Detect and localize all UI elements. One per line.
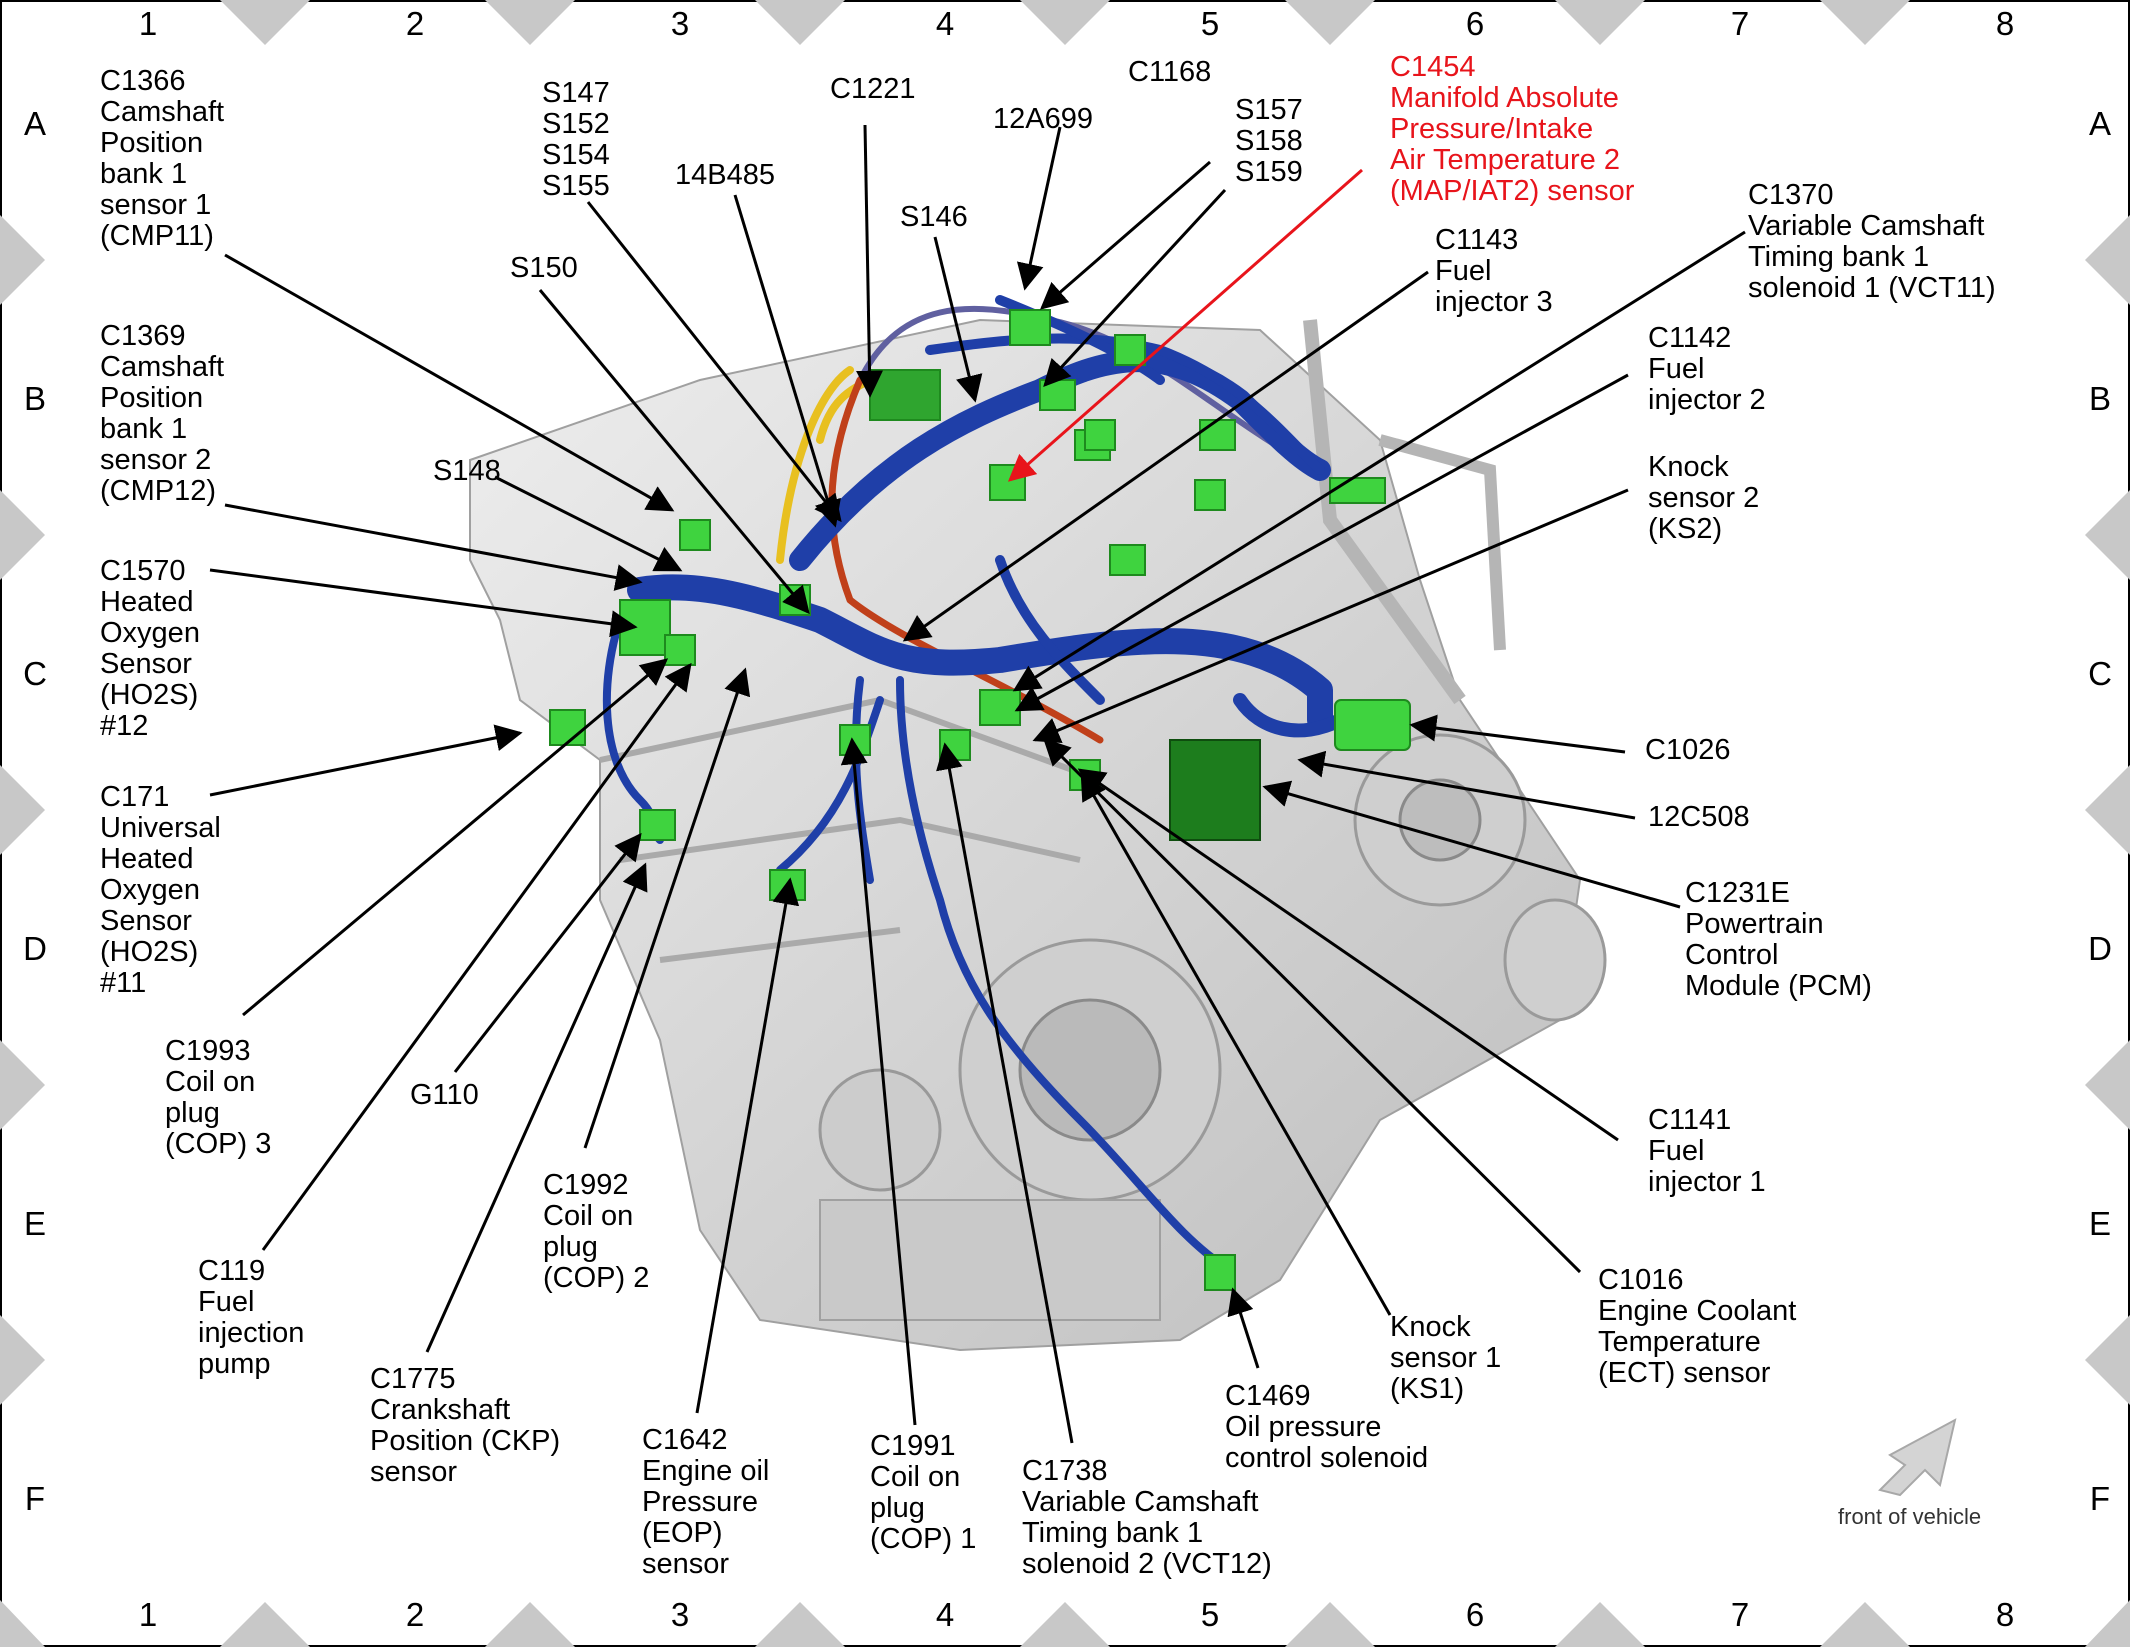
engine-illustration [469,318,1607,1352]
callout-c1016: C1016 Engine Coolant Temperature (ECT) s… [1598,1264,1797,1389]
grid-row-c: C [23,655,47,692]
callout-c1570: C1570 Heated Oxygen Sensor (HO2S) #12 [100,555,200,742]
grid-row-e: E [23,1205,46,1242]
grid-row-f-right: F [2089,1480,2111,1517]
grid-col-1: 1 [138,5,158,42]
callout-c1992: C1992 Coil on plug (COP) 2 [543,1169,650,1294]
callout-s150: S150 [510,252,578,284]
grid-row-a: A [23,105,46,142]
callout-c1366: C1366 Camshaft Position bank 1 sensor 1 … [100,65,225,252]
grid-col-8: 8 [1995,5,2015,42]
front-of-vehicle-label: front of vehicle [1838,1504,1982,1529]
grid-col-2-bottom: 2 [405,1596,425,1633]
grid-col-3: 3 [670,5,690,42]
callout-c171: C171 Universal Heated Oxygen Sensor (HO2… [100,781,221,999]
callout-c1369: C1369 Camshaft Position bank 1 sensor 2 … [100,320,225,507]
grid-row-d: D [23,930,47,967]
callout-s147: S147 S152 S154 S155 [542,77,610,202]
callout-c1993: C1993 Coil on plug (COP) 3 [165,1035,272,1160]
callout-c1026: C1026 [1645,734,1731,766]
front-arrow-icon [1878,1418,1957,1497]
grid-col-8-bottom: 8 [1995,1596,2015,1633]
leader-lines [209,124,1746,1444]
callout-14b485: 14B485 [675,159,775,191]
callout-c1142: C1142 Fuel injector 2 [1648,322,1766,416]
callout-g110: G110 [410,1079,479,1111]
callout-c1469: C1469 Oil pressure control solenoid [1225,1380,1429,1474]
callout-s148: S148 [433,455,501,487]
callout-ks1: Knock sensor 1 (KS1) [1390,1311,1502,1405]
grid-row-e-right: E [2088,1205,2111,1242]
red-leader-line [1007,168,1363,482]
grid-col-5-bottom: 5 [1200,1596,1220,1633]
callout-c1143: C1143 Fuel injector 3 [1435,224,1553,318]
callout-12a699: 12A699 [993,103,1093,135]
grid-row-b-right: B [2088,380,2111,417]
grid-col-7: 7 [1730,5,1750,42]
callout-c1991: C1991 Coil on plug (COP) 1 [870,1430,977,1555]
grid-col-3-bottom: 3 [670,1596,690,1633]
grid-row-b: B [23,380,46,417]
grid-col-7-bottom: 7 [1730,1596,1750,1633]
callout-c1221: C1221 [830,73,916,105]
callout-c1738: C1738 Variable Camshaft Timing bank 1 so… [1022,1455,1272,1580]
grid-col-5: 5 [1200,5,1220,42]
grid-col-4-bottom: 4 [935,1596,955,1633]
callout-c1454: C1454 Manifold Absolute Pressure/Intake … [1390,51,1635,207]
callout-c1168: C1168 [1128,56,1212,88]
callout-c1370: C1370 Variable Camshaft Timing bank 1 so… [1748,179,1996,304]
grid-col-6: 6 [1465,5,1485,42]
callout-c1231e: C1231E Powertrain Control Module (PCM) [1685,877,1872,1002]
callout-c1775: C1775 Crankshaft Position (CKP) sensor [370,1363,561,1488]
callout-12c508: 12C508 [1648,801,1750,833]
callout-s146: S146 [900,201,968,233]
grid-row-d-right: D [2088,930,2112,967]
callout-c119: C119 Fuel injection pump [198,1255,305,1380]
callout-ks2: Knock sensor 2 (KS2) [1648,451,1760,545]
grid-row-f: F [24,1480,46,1517]
grid-col-1-bottom: 1 [138,1596,158,1633]
grid-col-4: 4 [935,5,955,42]
callout-c1141: C1141 Fuel injector 1 [1648,1104,1766,1198]
callout-c1642: C1642 Engine oil Pressure (EOP) sensor [642,1424,770,1580]
grid-col-2: 2 [405,5,425,42]
grid-row-a-right: A [2088,105,2111,142]
grid-col-6-bottom: 6 [1465,1596,1485,1633]
grid-row-c-right: C [2088,655,2112,692]
callout-s157: S157 S158 S159 [1235,94,1303,188]
